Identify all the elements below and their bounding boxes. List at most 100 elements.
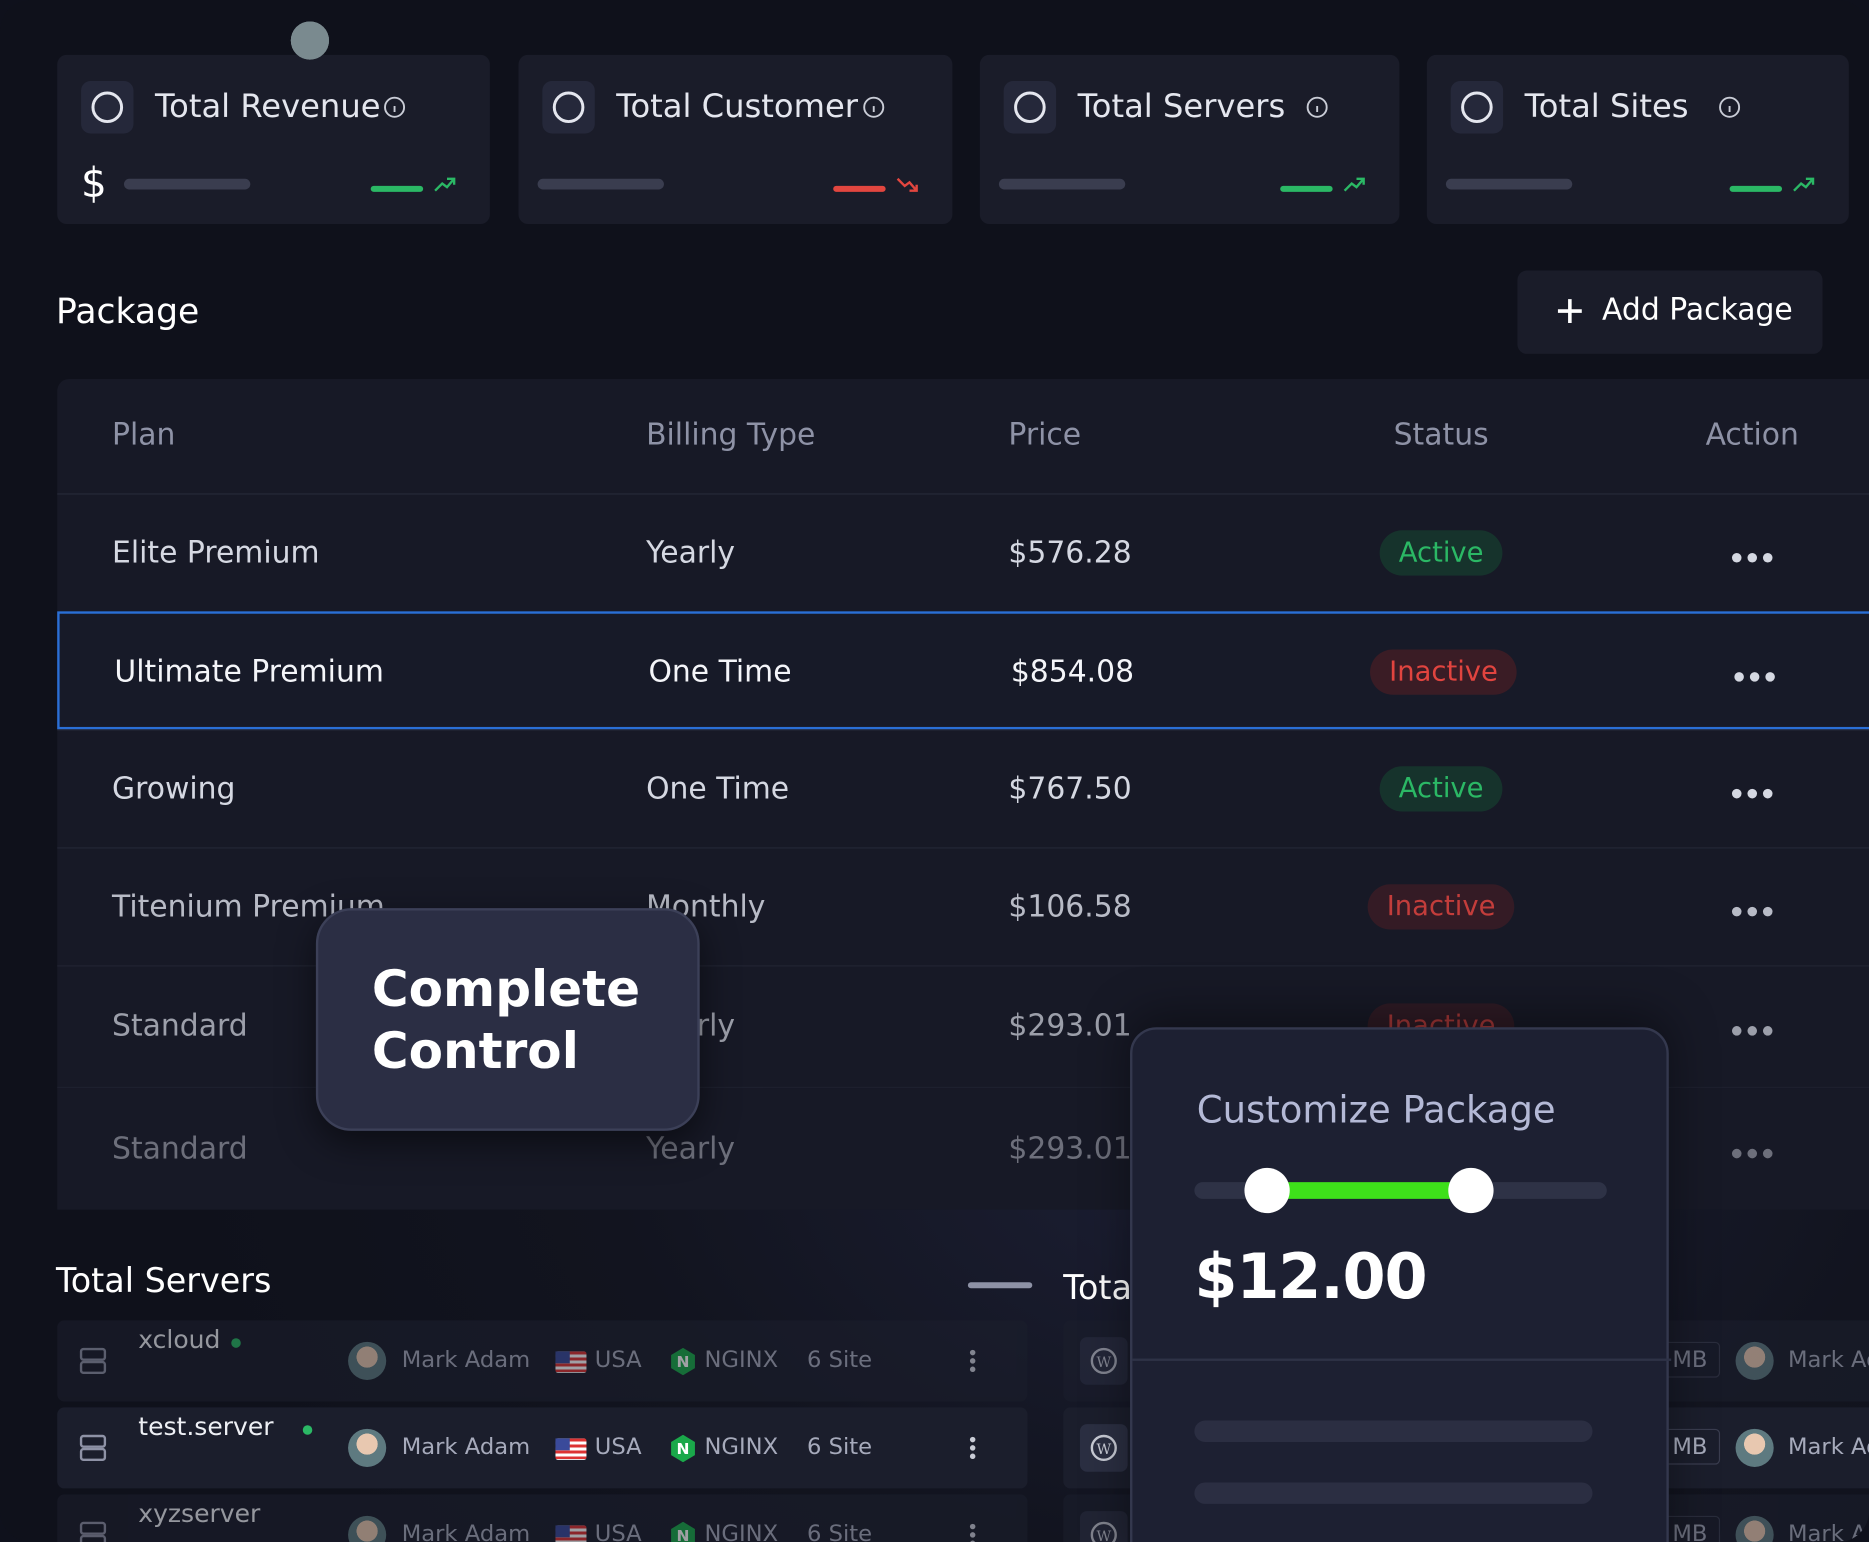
action-menu[interactable] xyxy=(1733,666,1776,689)
trend-arrow-svg xyxy=(896,177,918,192)
server-row: test.server Mark Adam USA N NGINX 6 Site xyxy=(57,1407,1028,1489)
slider-handle[interactable] xyxy=(1244,1167,1290,1214)
avatar xyxy=(348,1341,387,1380)
avatar xyxy=(1735,1428,1774,1467)
owner-name: Mark Adam xyxy=(1788,1520,1869,1542)
info-icon xyxy=(863,96,885,123)
server-row: xyzserver Mark Adam USA N NGINX 6 Site xyxy=(57,1494,1028,1542)
size-badge: MB xyxy=(1659,1341,1721,1378)
placeholder-bar xyxy=(1194,1420,1593,1442)
server-icon xyxy=(79,1521,108,1542)
avatar xyxy=(290,21,329,60)
avatar xyxy=(348,1428,387,1467)
customize-title: Customize Package xyxy=(1196,1089,1556,1133)
trend-line xyxy=(370,185,424,192)
sites-title: Tota xyxy=(1063,1267,1132,1308)
wordpress-icon-svg: W xyxy=(1090,1347,1117,1375)
action-menu[interactable] xyxy=(1731,1020,1774,1043)
stat-title: Total Sites xyxy=(1524,88,1689,126)
owner-name: Mark Adam xyxy=(401,1520,531,1542)
wordpress-icon-svg: W xyxy=(1090,1521,1117,1542)
callout-card: Complete Control xyxy=(315,908,700,1131)
info-icon-svg xyxy=(863,96,885,118)
plan-name: Growing xyxy=(112,770,236,805)
online-dot xyxy=(302,1425,313,1435)
slider-range xyxy=(1265,1182,1471,1199)
row-menu-svg xyxy=(969,1349,976,1373)
row-menu[interactable] xyxy=(968,1436,978,1465)
row-menu-svg xyxy=(969,1436,976,1459)
table-row: Elite Premium Yearly $576.28 Active xyxy=(57,493,1869,612)
customize-price: $12.00 xyxy=(1194,1241,1427,1314)
wordpress-icon: W xyxy=(1079,1424,1128,1472)
chart-legend-line xyxy=(967,1282,1033,1289)
server-icon-svg xyxy=(79,1347,107,1375)
servers-title: Total Servers xyxy=(56,1260,272,1301)
section-title: Package xyxy=(56,290,200,332)
stat-prefix: $ xyxy=(81,159,107,208)
server-icon-svg xyxy=(79,1521,107,1542)
stat-card: Total Customer xyxy=(518,54,953,225)
billing-type: One Time xyxy=(646,770,790,805)
column-header: Price xyxy=(1008,417,1082,452)
row-menu[interactable] xyxy=(968,1349,978,1378)
value-placeholder xyxy=(1445,178,1573,190)
billing-type: Yearly xyxy=(646,534,736,570)
plus-icon xyxy=(1556,297,1585,330)
action-menu[interactable] xyxy=(1731,1142,1774,1165)
value-placeholder xyxy=(123,178,251,190)
status-badge: Inactive xyxy=(1367,883,1515,929)
info-icon-svg xyxy=(1718,96,1740,118)
trend-line xyxy=(1729,185,1783,192)
table-row: Ultimate Premium One Time $854.08 Inactive xyxy=(57,611,1869,730)
action-menu[interactable] xyxy=(1731,900,1774,923)
action-menu[interactable] xyxy=(1731,546,1774,569)
web-server: NGINX xyxy=(704,1346,779,1373)
server-name: xyzserver xyxy=(138,1499,261,1528)
value-placeholder xyxy=(537,178,664,190)
owner-name: Mark Adam xyxy=(1788,1346,1869,1373)
nginx-icon: N xyxy=(670,1521,696,1542)
action-menu-svg xyxy=(1734,671,1775,682)
trend-line xyxy=(1280,185,1333,192)
nginx-icon: N xyxy=(670,1347,696,1380)
status-badge: Inactive xyxy=(1370,648,1517,695)
price: $576.28 xyxy=(1008,534,1132,570)
svg-text:W: W xyxy=(1096,1442,1111,1458)
avatar xyxy=(1735,1515,1774,1542)
trend-arrow-svg xyxy=(1343,177,1365,192)
svg-text:N: N xyxy=(677,1353,690,1371)
add-package-button[interactable]: Add Package xyxy=(1517,270,1823,354)
nginx-icon-svg: N xyxy=(671,1521,695,1542)
stat-card: Total Sites xyxy=(1426,54,1849,225)
nginx-icon-svg: N xyxy=(671,1434,695,1463)
wordpress-icon: W xyxy=(1079,1511,1128,1542)
slider-handle[interactable] xyxy=(1448,1167,1494,1214)
stat-title: Total Customer xyxy=(616,88,858,126)
price: $293.01 xyxy=(1008,1130,1132,1165)
stat-icon xyxy=(542,81,595,134)
svg-text:N: N xyxy=(677,1527,690,1542)
flag-canton xyxy=(555,1525,570,1538)
server-name: xcloud xyxy=(138,1325,221,1354)
billing-type: One Time xyxy=(648,653,792,689)
column-header: Billing Type xyxy=(646,417,816,452)
trend-arrow xyxy=(1792,174,1816,200)
table-row: Growing One Time $767.50 Active xyxy=(57,729,1869,848)
stat-icon xyxy=(1003,81,1057,134)
country: USA xyxy=(594,1520,642,1542)
price: $293.01 xyxy=(1008,1008,1132,1043)
action-menu-svg xyxy=(1731,552,1773,562)
server-icon-svg xyxy=(79,1434,107,1462)
trend-arrow xyxy=(1342,174,1366,200)
plan-name: Standard xyxy=(112,1130,248,1165)
plus-icon-svg xyxy=(1557,299,1582,323)
stat-icon-svg xyxy=(1461,91,1493,124)
status-badge: Active xyxy=(1379,765,1503,811)
price: $106.58 xyxy=(1008,888,1132,923)
action-menu[interactable] xyxy=(1731,782,1774,805)
callout-text: Complete Control xyxy=(371,959,641,1080)
flag-canton xyxy=(555,1351,570,1364)
row-menu[interactable] xyxy=(968,1523,978,1542)
